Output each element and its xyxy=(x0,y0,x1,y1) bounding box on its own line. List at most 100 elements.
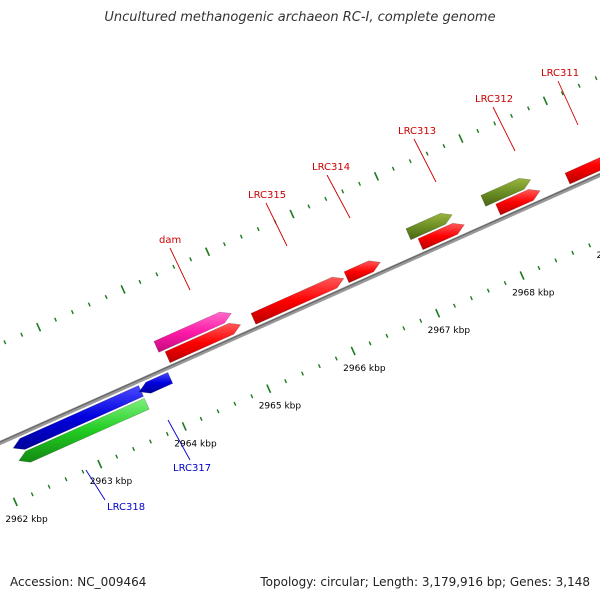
scale-label: 2969 kbp xyxy=(597,251,600,261)
unlabeled-gene-arrow[interactable] xyxy=(164,322,242,364)
minor-tick xyxy=(189,257,193,262)
lrc311-gene-arrow[interactable] xyxy=(564,147,600,185)
genome-summary: Topology: circular; Length: 3,179,916 bp… xyxy=(260,575,590,589)
minor-tick xyxy=(30,492,34,497)
major-tick xyxy=(181,421,187,431)
minor-tick xyxy=(537,265,541,271)
minor-tick xyxy=(138,279,142,285)
minor-tick xyxy=(402,326,406,331)
scale-labels: 2962 kbp 2963 kbp 2964 kbp 2965 kbp 2966 kbp… xyxy=(5,251,600,525)
lrc311-leader-line xyxy=(557,80,579,126)
minor-tick xyxy=(3,340,7,345)
minor-tick xyxy=(469,296,473,301)
minor-tick xyxy=(54,317,57,322)
minor-tick xyxy=(510,113,514,119)
minor-tick xyxy=(588,243,592,248)
accession-label: Accession: NC_009464 xyxy=(10,575,147,589)
minor-tick xyxy=(239,234,243,239)
minor-tick xyxy=(172,264,176,269)
minor-tick xyxy=(554,258,558,263)
minor-tick xyxy=(216,409,220,414)
major-tick xyxy=(97,459,103,469)
scale-label: 2962 kbp xyxy=(5,515,48,525)
backbone-edge xyxy=(0,173,600,443)
major-tick xyxy=(435,308,441,318)
minor-tick xyxy=(250,394,254,399)
genome-backbone xyxy=(0,172,600,446)
lrc318-gene-arrow[interactable] xyxy=(18,397,150,463)
lrc317-label[interactable]: LRC317 xyxy=(173,463,211,474)
minor-tick xyxy=(560,91,564,96)
dam-leader-line xyxy=(169,247,191,291)
minor-tick xyxy=(199,416,203,421)
scale-label: 2965 kbp xyxy=(259,402,302,412)
gene-features xyxy=(12,147,600,463)
minor-tick xyxy=(442,143,446,149)
minor-tick xyxy=(104,294,108,300)
scale-label: 2964 kbp xyxy=(174,439,217,449)
lrc312-label[interactable]: LRC312 xyxy=(475,94,513,105)
minor-tick xyxy=(358,181,362,186)
minor-tick xyxy=(385,333,389,338)
minor-tick xyxy=(233,401,237,406)
minor-tick xyxy=(594,76,598,81)
minor-tick xyxy=(256,226,260,232)
major-tick xyxy=(120,285,126,294)
minor-tick xyxy=(64,477,68,482)
major-tick xyxy=(12,497,18,507)
lrc315-gene-arrow[interactable] xyxy=(250,276,345,325)
minor-tick xyxy=(165,431,169,437)
lrc314-gene-arrow[interactable] xyxy=(343,260,381,284)
scale-label: 2966 kbp xyxy=(343,364,386,374)
lrc314-leader-line xyxy=(326,174,351,219)
major-tick xyxy=(373,171,380,181)
unlabeled-gene-arrow[interactable] xyxy=(495,189,541,216)
minor-tick xyxy=(149,439,152,444)
minor-tick xyxy=(419,318,423,323)
major-tick xyxy=(519,271,525,280)
major-tick xyxy=(350,346,356,356)
label-leader-lines xyxy=(85,80,579,501)
lrc315-leader-line xyxy=(265,202,288,247)
minor-tick xyxy=(132,446,136,452)
lrc313-label[interactable]: LRC313 xyxy=(398,126,436,137)
unlabeled-gene-arrow[interactable] xyxy=(417,222,465,251)
minor-tick xyxy=(476,128,480,134)
minor-tick xyxy=(503,280,507,286)
major-tick xyxy=(542,96,548,106)
dam-label[interactable]: dam xyxy=(159,235,181,246)
minor-tick xyxy=(81,469,85,474)
lrc312-gene-arrow[interactable] xyxy=(480,177,532,207)
unlabeled-gene-arrow[interactable] xyxy=(12,385,144,450)
scale-label: 2968 kbp xyxy=(512,289,555,299)
lrc315-label[interactable]: LRC315 xyxy=(248,190,286,201)
minor-tick xyxy=(70,309,74,315)
minor-tick xyxy=(341,189,345,194)
lrc313-gene-arrow[interactable] xyxy=(405,212,453,241)
dam-gene-arrow[interactable] xyxy=(153,311,232,353)
minor-tick xyxy=(87,302,91,307)
minor-tick xyxy=(577,83,581,88)
lrc314-label[interactable]: LRC314 xyxy=(312,162,350,173)
gene-labels: dam LRC315 LRC314 LRC313 LRC312 LRC311 LRC317 L… xyxy=(107,68,579,513)
major-tick xyxy=(36,322,42,332)
minor-tick xyxy=(425,151,429,156)
major-tick xyxy=(458,134,464,143)
minor-tick xyxy=(493,121,497,126)
backbone-line xyxy=(0,172,600,446)
minor-tick xyxy=(222,242,226,247)
lrc317-gene-arrow[interactable] xyxy=(138,372,174,394)
minor-tick xyxy=(486,288,490,293)
lrc317-leader-line xyxy=(167,419,191,461)
page-title: Uncultured methanogenic archaeon RC-I, c… xyxy=(104,10,496,25)
major-tick xyxy=(289,209,295,219)
lrc313-leader-line xyxy=(413,138,437,183)
minor-tick xyxy=(284,379,288,384)
lrc318-leader-line xyxy=(85,469,106,501)
lrc311-label[interactable]: LRC311 xyxy=(541,68,579,79)
minor-tick xyxy=(115,454,119,459)
lrc318-label[interactable]: LRC318 xyxy=(107,502,145,513)
minor-tick xyxy=(391,166,395,171)
minor-tick xyxy=(317,363,321,369)
